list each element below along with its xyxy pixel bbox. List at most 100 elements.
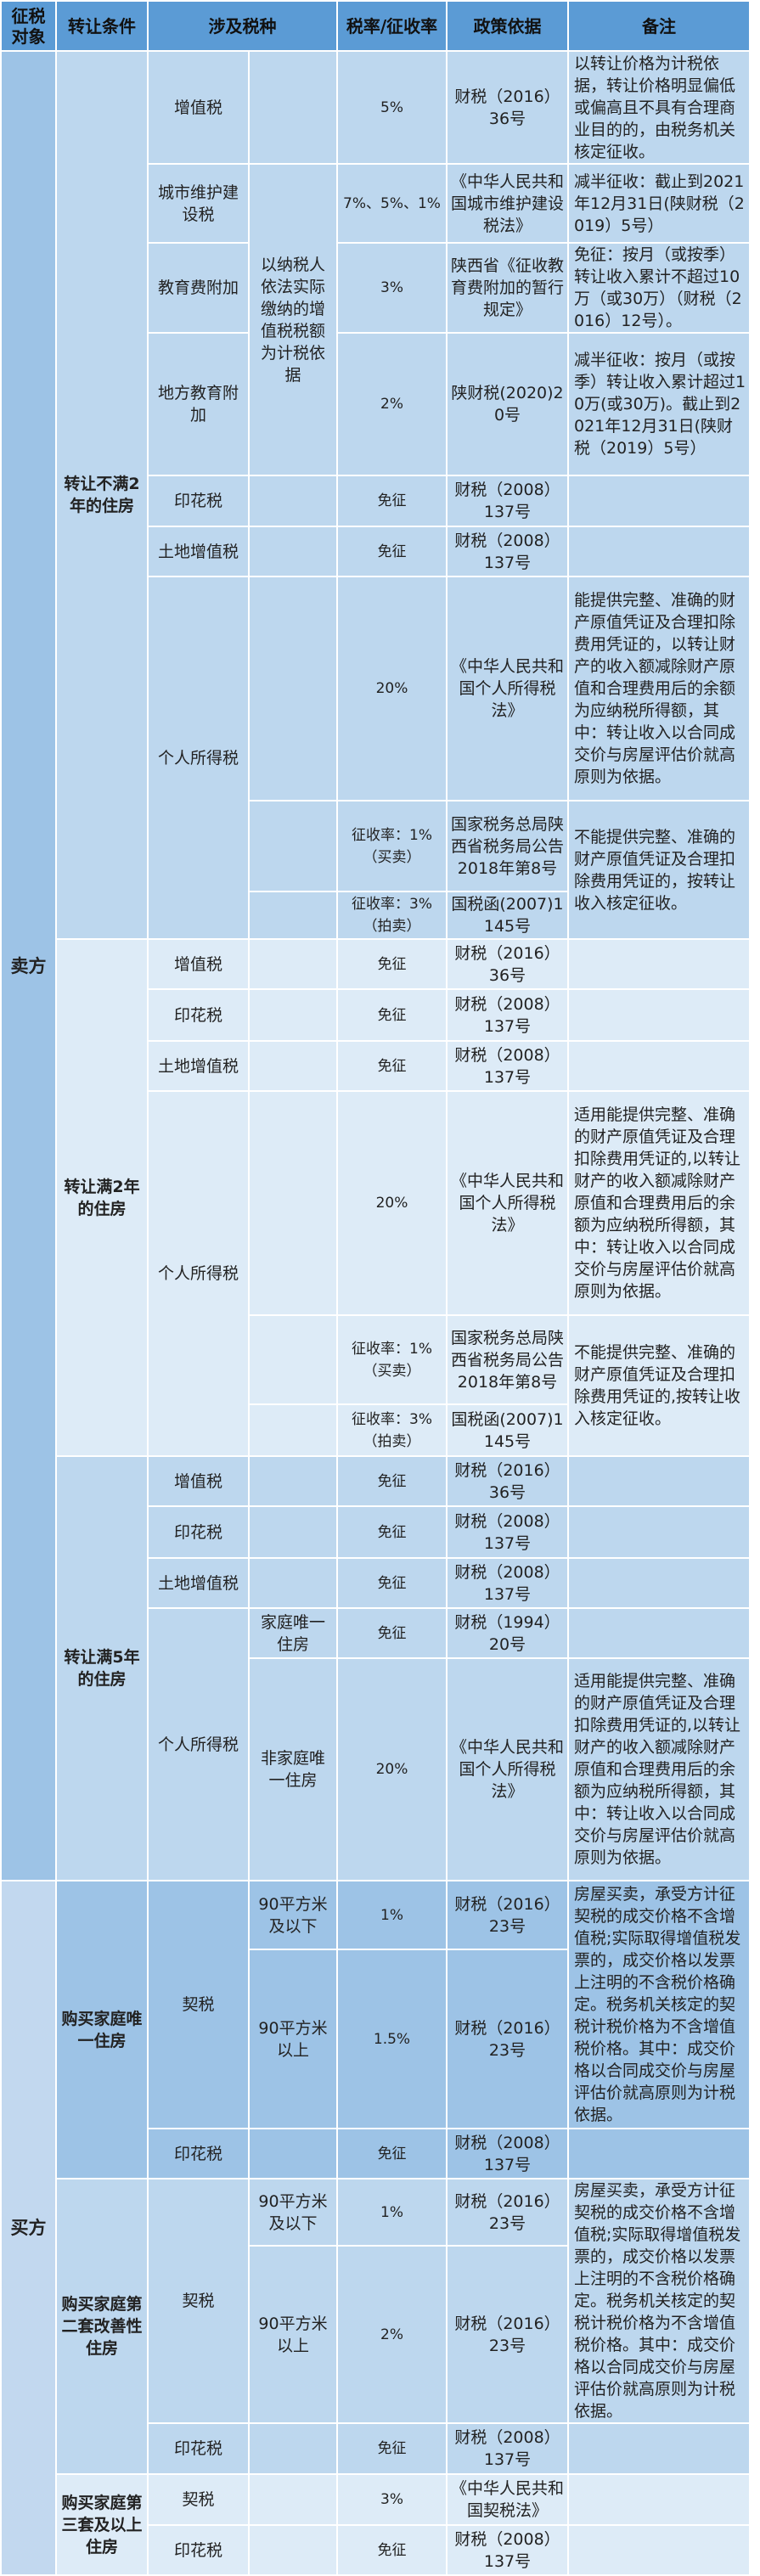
table-row: 印花税 免征 财税（2008）137号 bbox=[1, 475, 751, 527]
rate-cell: 20% bbox=[336, 576, 448, 801]
rate-cell: 免征 bbox=[336, 938, 448, 990]
table-row: 地方教育附加 2% 陕财税(2020)20号 减半征收：按月（或按季）转让收入累… bbox=[1, 332, 751, 476]
seller-label: 卖方 bbox=[0, 50, 57, 1881]
tax-cell: 契税 bbox=[147, 2178, 250, 2424]
table-row: 个人所得税 20% 《中华人民共和国个人所得税法》 能提供完整、准确的财产原值凭… bbox=[1, 576, 751, 940]
policy-cell: 财税（1994）20号 bbox=[446, 1607, 569, 1659]
note-cell: 不能提供完整、准确的财产原值凭证及合理扣除费用凭证的，按转让收入核定征收。 bbox=[567, 800, 751, 940]
rate-cell: 20% bbox=[336, 1090, 448, 1316]
policy-cell: 国家税务总局陕西省税务局公告2018年第8号 bbox=[446, 800, 569, 892]
note-cell: 免征：按月（或按季）转让收入累计不超过10万（或30万）（财税（2016）12号… bbox=[567, 242, 751, 334]
sub-cell: 90平方米及以下 bbox=[248, 1880, 338, 1950]
condition-cell: 转让满5年的住房 bbox=[55, 1455, 149, 1881]
note-cell: 适用能提供完整、准确的财产原值凭证及合理扣除费用凭证的,以转让财产的收入额减除财… bbox=[567, 1090, 751, 1316]
condition-cell: 转让满2年的住房 bbox=[55, 938, 149, 1457]
sub-cell: 非家庭唯一住房 bbox=[248, 1657, 338, 1881]
policy-cell: 陕财税(2020)20号 bbox=[446, 332, 569, 476]
rate-cell: 7%、5%、1% bbox=[336, 163, 448, 244]
header-policy: 政策依据 bbox=[446, 0, 569, 52]
table-row: 征收率：1%（买卖） 国家税务总局陕西省税务局公告2018年第8号 不能提供完整… bbox=[1, 1314, 751, 1457]
policy-cell: 财税（2008）137号 bbox=[446, 2524, 569, 2576]
tax-cell: 个人所得税 bbox=[147, 576, 250, 940]
sub-cell bbox=[248, 50, 338, 165]
policy-cell: 财税（2016）23号 bbox=[446, 2178, 569, 2247]
rate-cell: 征收率：3%（拍卖） bbox=[336, 1403, 448, 1457]
sub-cell bbox=[248, 576, 338, 801]
sub-cell bbox=[248, 1314, 338, 1405]
note-cell: 减半征收：按月（或按季）转让收入累计超过10万(或30万)。截止到2021年12… bbox=[567, 332, 751, 476]
policy-cell: 财税（2008）137号 bbox=[446, 1505, 569, 1559]
policy-cell: 《中华人民共和国城市维护建设税法》 bbox=[446, 163, 569, 244]
sub-cell bbox=[248, 2422, 338, 2475]
rate-cell: 免征 bbox=[336, 2524, 448, 2576]
sub-cell bbox=[248, 938, 338, 990]
rate-cell: 3% bbox=[336, 2473, 448, 2526]
rate-cell: 3% bbox=[336, 242, 448, 334]
tax-cell: 城市维护建设税 bbox=[147, 163, 250, 244]
sub-cell bbox=[248, 1090, 338, 1316]
rate-cell: 免征 bbox=[336, 1040, 448, 1092]
policy-cell: 国税函(2007)1145号 bbox=[446, 891, 569, 940]
sub-cell bbox=[248, 526, 338, 577]
note-cell: 不能提供完整、准确的财产原值凭证及合理扣除费用凭证的,按转让收入核定征收。 bbox=[567, 1314, 751, 1457]
table-row: 土地增值税 免征 财税（2008）137号 bbox=[1, 1557, 751, 1609]
policy-cell: 财税（2008）137号 bbox=[446, 526, 569, 577]
policy-cell: 《中华人民共和国契税法》 bbox=[446, 2473, 569, 2526]
policy-cell: 国家税务总局陕西省税务局公告2018年第8号 bbox=[446, 1314, 569, 1405]
condition-cell: 转让不满2年的住房 bbox=[55, 50, 149, 940]
tax-cell: 个人所得税 bbox=[147, 1607, 250, 1881]
tax-cell: 契税 bbox=[147, 1880, 250, 2129]
header-condition: 转让条件 bbox=[55, 0, 149, 52]
sub-cell: 90平方米及以下 bbox=[248, 2178, 338, 2247]
sub-cell bbox=[248, 475, 338, 527]
tax-cell: 个人所得税 bbox=[147, 1090, 250, 1457]
sub-cell bbox=[248, 1403, 338, 1457]
tax-cell: 印花税 bbox=[147, 988, 250, 1042]
note-cell bbox=[567, 938, 751, 990]
sub-cell bbox=[248, 1557, 338, 1609]
rate-cell: 征收率：1%（买卖） bbox=[336, 800, 448, 892]
policy-cell: 财税（2008）137号 bbox=[446, 1040, 569, 1092]
policy-cell: 财税（2016）23号 bbox=[446, 2245, 569, 2424]
rate-cell: 免征 bbox=[336, 1607, 448, 1659]
table-row: 印花税 免征 财税（2008）137号 bbox=[1, 2524, 751, 2576]
rate-cell: 免征 bbox=[336, 526, 448, 577]
note-cell bbox=[567, 2422, 751, 2475]
tax-cell: 印花税 bbox=[147, 1505, 250, 1559]
note-cell: 减半征收：截止到2021年12月31日(陕财税（2019）5号） bbox=[567, 163, 751, 244]
table-row: 印花税 免征 财税（2008）137号 bbox=[1, 988, 751, 1042]
rate-cell: 2% bbox=[336, 2245, 448, 2424]
policy-cell: 财税（2008）137号 bbox=[446, 475, 569, 527]
policy-cell: 财税（2016）23号 bbox=[446, 1949, 569, 2129]
table-row: 征收率：3%（拍卖） 国税函(2007)1145号 bbox=[1, 1403, 750, 1457]
rate-cell: 免征 bbox=[336, 2422, 448, 2475]
note-cell bbox=[567, 1505, 751, 1559]
table-row: 土地增值税 免征 财税（2008）137号 bbox=[1, 526, 751, 577]
policy-cell: 财税（2016）23号 bbox=[446, 1880, 569, 1950]
condition-cell: 购买家庭唯一住房 bbox=[55, 1880, 149, 2179]
note-cell bbox=[567, 475, 751, 527]
note-cell: 房屋买卖，承受方计征契税的成交价格不含增值税;实际取得增值税发票的，成交价格以发… bbox=[567, 2178, 751, 2424]
rate-cell: 免征 bbox=[336, 988, 448, 1042]
table-row: 征收率：3%（拍卖） 国税函(2007)1145号 bbox=[1, 891, 750, 940]
note-cell bbox=[567, 2473, 751, 2526]
rate-cell: 征收率：1%（买卖） bbox=[336, 1314, 448, 1405]
note-cell bbox=[567, 2128, 751, 2179]
sub-cell bbox=[248, 2128, 338, 2179]
table-row: 印花税 免征 财税（2008）137号 bbox=[1, 2422, 751, 2475]
table-row: 土地增值税 免征 财税（2008）137号 bbox=[1, 1040, 751, 1092]
tax-cell: 印花税 bbox=[147, 2524, 250, 2576]
policy-cell: 《中华人民共和国个人所得税法》 bbox=[446, 1090, 569, 1316]
note-cell: 房屋买卖，承受方计征契税的成交价格不含增值税;实际取得增值税发票的，成交价格以发… bbox=[567, 1880, 751, 2129]
rate-cell: 免征 bbox=[336, 2128, 448, 2179]
table-row: 印花税 免征 财税（2008）137号 bbox=[1, 1505, 751, 1559]
sub-cell bbox=[248, 891, 338, 940]
tax-cell: 印花税 bbox=[147, 2128, 250, 2179]
sub-cell bbox=[248, 988, 338, 1042]
sub-cell bbox=[248, 1040, 338, 1092]
policy-cell: 财税（2016）36号 bbox=[446, 50, 569, 165]
sub-cell bbox=[248, 2524, 338, 2576]
policy-cell: 《中华人民共和国个人所得税法》 bbox=[446, 1657, 569, 1881]
note-cell: 以转让价格为计税依据，转让价格明显偏低或偏高且不具有合理商业目的的，由税务机关核… bbox=[567, 50, 751, 165]
table-row: 转让满2年的住房 增值税 免征 财税（2016）36号 bbox=[1, 938, 751, 1457]
